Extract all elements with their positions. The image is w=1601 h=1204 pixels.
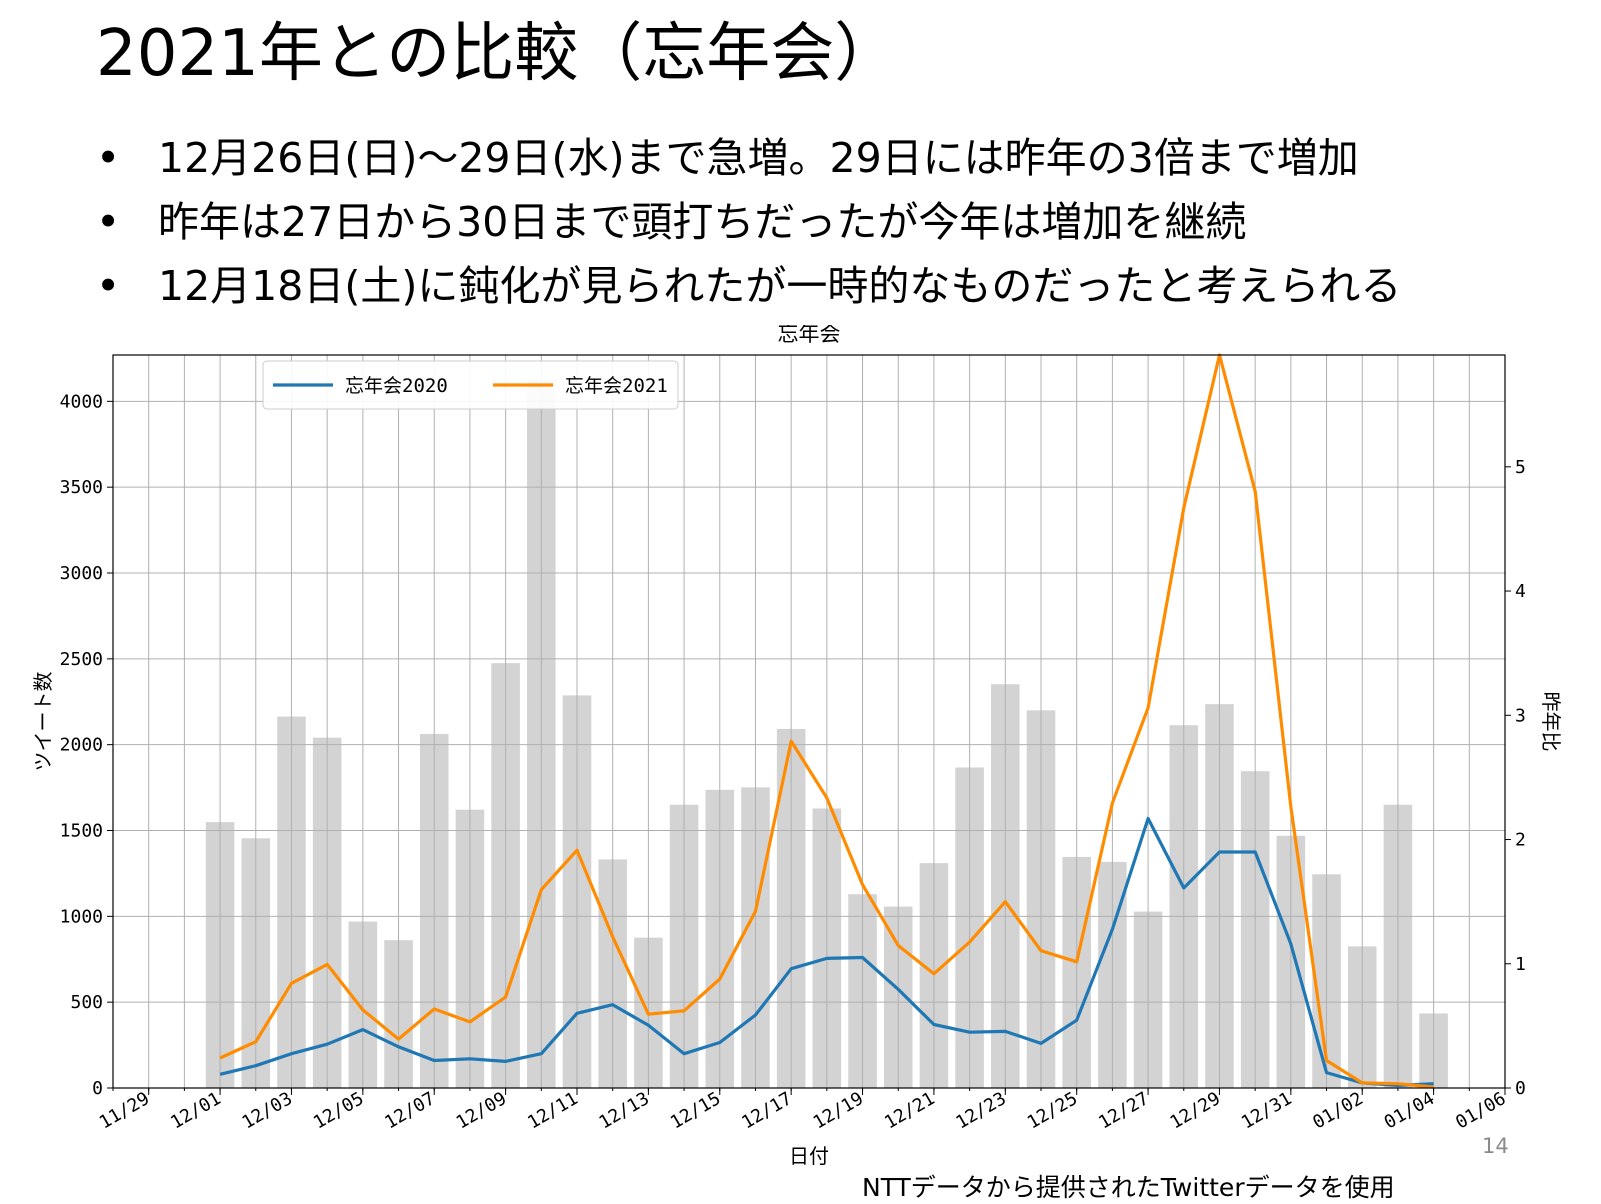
y-right-tick-label: 0 <box>1515 1078 1526 1099</box>
x-tick-label: 12/19 <box>810 1088 867 1133</box>
y-left-tick-label: 2500 <box>60 649 103 670</box>
legend-box <box>262 360 679 410</box>
x-tick-label: 12/11 <box>524 1088 581 1133</box>
y-left-tick-label: 4000 <box>60 391 103 412</box>
y-left-axis-label: ツイート数 <box>31 672 55 772</box>
x-tick-label: 12/13 <box>595 1088 652 1133</box>
series-line-0 <box>219 816 1434 1088</box>
x-tick-label: 01/02 <box>1309 1088 1366 1133</box>
bullet-text: 昨年は27日から30日まで頭打ちだったが今年は増加を継続 <box>158 198 1247 246</box>
x-tick-label: 12/31 <box>1238 1088 1295 1133</box>
source-note: NTTデータから提供されたTwitterデータを使用 <box>862 1173 1395 1202</box>
y-right-tick-label: 2 <box>1515 830 1526 851</box>
y-left-tick-label: 3500 <box>60 477 103 498</box>
bullet-glyph: • <box>96 198 121 246</box>
chart: 0 500 1000 1500 2000 2500 3000 3500 4000 0 1 2 3 4 5 11… <box>31 325 1563 1168</box>
x-tick-label: 01/04 <box>1381 1088 1438 1133</box>
y-right-tick-label: 1 <box>1515 954 1526 975</box>
x-tick-label: 12/17 <box>738 1088 795 1133</box>
slide-title: 2021年との比較（忘年会） <box>96 17 899 91</box>
y-left-tick-label: 500 <box>70 992 103 1013</box>
plot-frame <box>112 354 1506 1089</box>
legend-label-1: 忘年会2021 <box>565 375 668 397</box>
y-right-tick-label: 5 <box>1515 457 1526 478</box>
x-tick-label: 12/03 <box>239 1088 296 1133</box>
x-tick-label: 12/05 <box>310 1088 367 1133</box>
bullet-item: • 12月26日(日)〜29日(水)まで急増。29日には昨年の3倍まで増加 <box>92 126 1401 190</box>
y-left-tick-label: 0 <box>92 1078 103 1099</box>
x-tick-label: 12/09 <box>453 1088 510 1133</box>
x-tick-label: 12/27 <box>1095 1088 1152 1133</box>
x-tick-label: 11/29 <box>96 1088 153 1133</box>
page-number: 14 <box>1482 1134 1509 1158</box>
y-right-axis-label: 昨年比 <box>1539 692 1563 752</box>
bullet-item: • 昨年は27日から30日まで頭打ちだったが今年は増加を継続 <box>92 190 1401 254</box>
y-left-tick-label: 1500 <box>60 821 103 842</box>
x-tick-label: 12/25 <box>1024 1088 1081 1133</box>
x-axis-label: 日付 <box>789 1144 829 1168</box>
x-tick-label: 12/15 <box>667 1088 724 1133</box>
x-tick-label: 12/01 <box>167 1088 224 1133</box>
chart-title: 忘年会 <box>778 325 841 346</box>
bullet-glyph: • <box>96 134 121 182</box>
bullet-glyph: • <box>96 262 121 310</box>
x-tick-label: 12/07 <box>381 1088 438 1133</box>
bullet-list: • 12月26日(日)〜29日(水)まで急増。29日には昨年の3倍まで増加 • 昨年… <box>92 126 1401 318</box>
y-left-tick-label: 2000 <box>60 735 103 756</box>
y-right-tick-label: 4 <box>1515 581 1526 602</box>
x-tick-label: 12/29 <box>1167 1088 1224 1133</box>
legend-label-0: 忘年会2020 <box>345 375 448 397</box>
x-tick-label: 01/06 <box>1452 1088 1509 1133</box>
bullet-item: • 12月18日(土)に鈍化が見られたが一時的なものだったと考えられる <box>92 254 1401 318</box>
y-right-tick-label: 3 <box>1515 705 1526 726</box>
bullet-text: 12月18日(土)に鈍化が見られたが一時的なものだったと考えられる <box>158 262 1402 310</box>
series-line-1 <box>219 353 1434 1089</box>
x-tick-label: 12/21 <box>881 1088 938 1133</box>
y-left-tick-label: 1000 <box>60 906 103 927</box>
y-left-tick-label: 3000 <box>60 563 103 584</box>
bullet-text: 12月26日(日)〜29日(水)まで急増。29日には昨年の3倍まで増加 <box>158 134 1359 182</box>
x-tick-label: 12/23 <box>952 1088 1009 1133</box>
